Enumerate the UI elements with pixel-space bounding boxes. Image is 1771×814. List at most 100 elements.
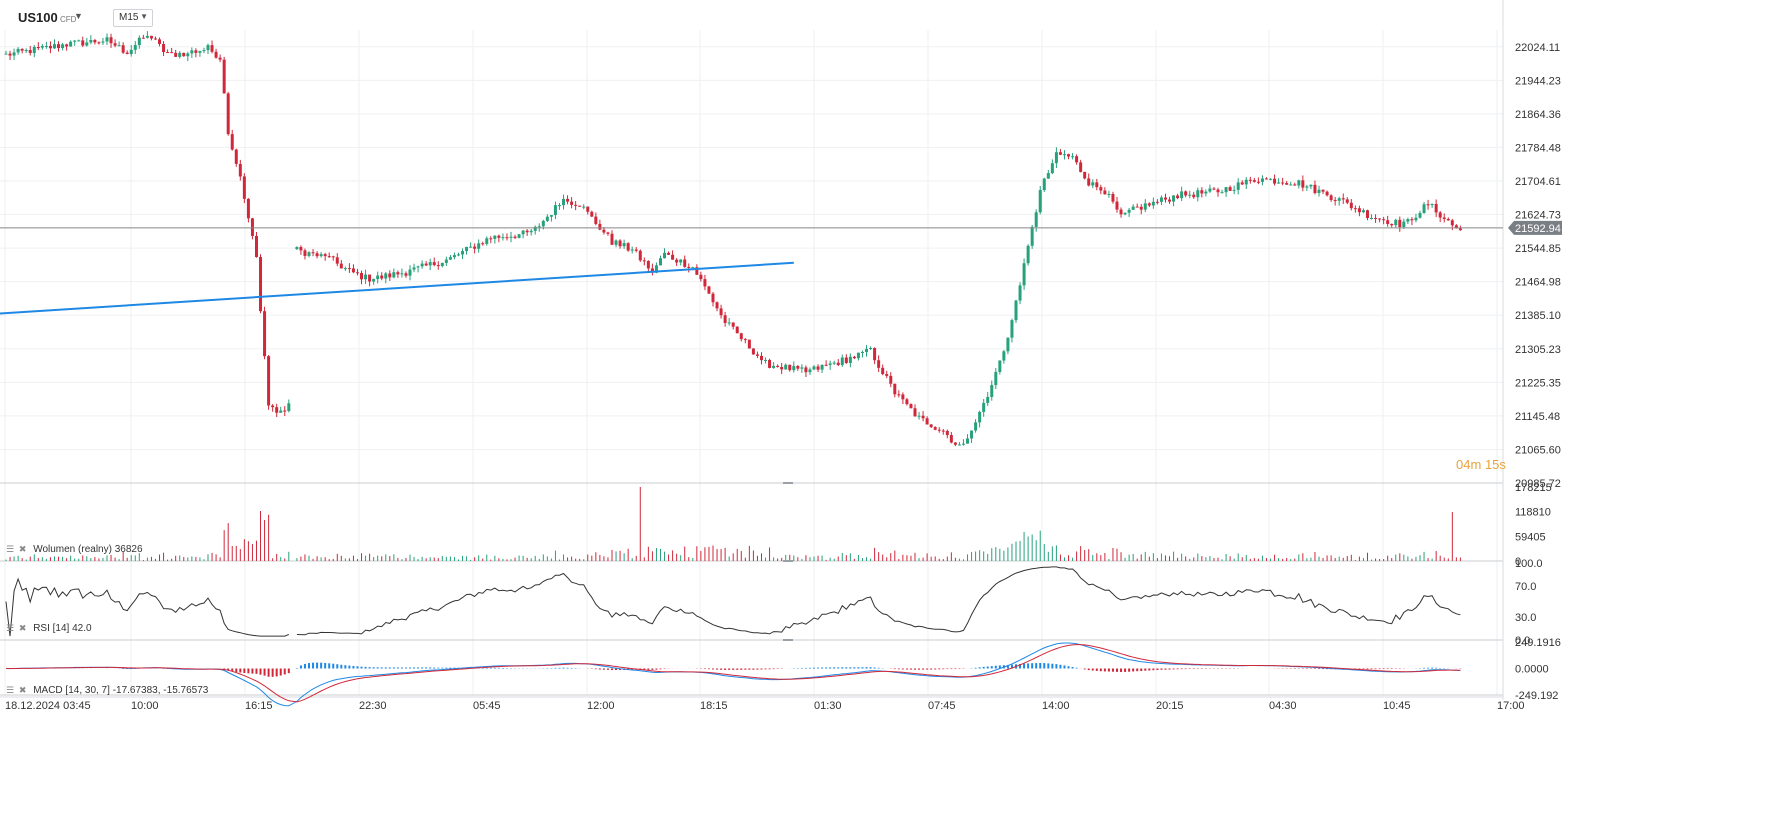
candle-body xyxy=(860,352,864,354)
candle-body xyxy=(121,45,125,53)
candle-body xyxy=(40,46,44,48)
candle-body xyxy=(1046,173,1050,179)
symbol-name[interactable]: US100 xyxy=(18,10,58,25)
candle-body xyxy=(1180,191,1184,199)
candle-body xyxy=(170,52,174,54)
time-tick-label: 01:30 xyxy=(814,700,842,712)
candle-body xyxy=(1248,179,1252,181)
candle-body xyxy=(707,286,711,294)
candle-body xyxy=(691,267,695,269)
candle-body xyxy=(331,256,335,258)
candle-body xyxy=(206,45,210,51)
candle-body xyxy=(1438,212,1442,218)
candle-body xyxy=(137,37,141,46)
price-tick-label: 21385.10 xyxy=(1515,310,1561,322)
volume-tick-label: 178215 xyxy=(1515,482,1552,494)
candle-body xyxy=(420,263,424,267)
candle-body xyxy=(125,52,129,55)
candle-body xyxy=(396,272,400,275)
candle-body xyxy=(893,383,897,395)
time-tick-label: 07:45 xyxy=(928,700,956,712)
candle-body xyxy=(784,364,788,370)
symbol-dropdown-icon[interactable]: ▼ xyxy=(74,11,83,21)
panel-resize-handle xyxy=(783,560,793,562)
candle-body xyxy=(974,422,978,431)
candle-body xyxy=(1337,198,1341,201)
candle-body xyxy=(497,235,501,238)
candle-body xyxy=(610,233,614,245)
macd-tick-label: 249.1916 xyxy=(1515,637,1561,649)
candle-body xyxy=(501,237,505,239)
current-price-badge xyxy=(1508,220,1562,235)
candle-body xyxy=(12,52,16,56)
volume-tick-label: 118810 xyxy=(1515,507,1551,519)
candle-body xyxy=(347,268,351,270)
candle-body xyxy=(109,37,113,44)
candle-body xyxy=(327,256,331,258)
candle-body xyxy=(768,359,772,368)
candle-body xyxy=(1450,220,1454,226)
candle-body xyxy=(194,50,198,53)
candle-body xyxy=(1240,182,1244,185)
candle-body xyxy=(28,49,32,54)
panel-menu-icon[interactable]: ☰ xyxy=(6,685,15,695)
candle-body xyxy=(166,52,170,54)
candle-body xyxy=(743,339,747,341)
close-icon[interactable]: ✖ xyxy=(18,623,27,633)
candle-body xyxy=(675,259,679,263)
candle-body xyxy=(1430,203,1434,206)
candle-body xyxy=(513,236,517,238)
candle-body xyxy=(1018,285,1022,301)
candle-body xyxy=(311,252,315,254)
close-icon[interactable]: ✖ xyxy=(18,685,27,695)
candle-body xyxy=(440,262,444,267)
candle-body xyxy=(1289,184,1293,186)
candle-body xyxy=(428,262,432,266)
rsi-tick-label: 30.0 xyxy=(1515,612,1536,624)
candle-body xyxy=(24,49,28,51)
price-tick-label: 21784.48 xyxy=(1515,142,1561,154)
candle-body xyxy=(840,357,844,366)
candle-body xyxy=(1325,191,1329,196)
timeframe-select[interactable]: M15 ▼ xyxy=(113,9,153,27)
candle-body xyxy=(145,35,149,38)
candle-body xyxy=(16,48,20,53)
candle-body xyxy=(824,364,828,366)
panel-menu-icon[interactable]: ☰ xyxy=(6,623,15,633)
candle-body xyxy=(89,40,93,43)
candle-body xyxy=(1349,202,1353,209)
close-icon[interactable]: ✖ xyxy=(18,544,27,554)
candle-body xyxy=(792,366,796,371)
price-tick-label: 21464.98 xyxy=(1515,277,1561,289)
candle-body xyxy=(772,365,776,368)
timeframe-label: M15 xyxy=(119,12,139,23)
candle-body xyxy=(562,198,566,206)
instrument-type-label: CFD xyxy=(60,15,77,24)
candle-body xyxy=(113,43,117,46)
panel-menu-icon[interactable]: ☰ xyxy=(6,544,15,554)
candle-body xyxy=(481,243,485,245)
candle-body xyxy=(505,237,509,239)
macd-panel-label: ☰ ✖ MACD [14, 30, 7] -17.67383, -15.7657… xyxy=(6,685,208,696)
candle-body xyxy=(1305,186,1309,188)
candle-body xyxy=(73,40,77,42)
candle-body xyxy=(990,385,994,397)
candle-body xyxy=(566,198,570,202)
candle-body xyxy=(982,402,986,412)
candle-body xyxy=(198,51,202,53)
macd-name: MACD xyxy=(33,685,63,696)
candle-body xyxy=(901,394,905,400)
candle-body xyxy=(630,249,634,251)
candle-body xyxy=(687,266,691,268)
candle-body xyxy=(683,259,687,267)
macd-signal-line xyxy=(6,644,1461,703)
candle-body xyxy=(816,366,820,370)
candle-body xyxy=(1159,197,1163,202)
candle-body xyxy=(966,438,970,444)
candle-body xyxy=(541,220,545,227)
candle-body xyxy=(117,45,121,47)
chevron-down-icon: ▼ xyxy=(140,12,148,21)
candle-body xyxy=(1293,184,1297,186)
